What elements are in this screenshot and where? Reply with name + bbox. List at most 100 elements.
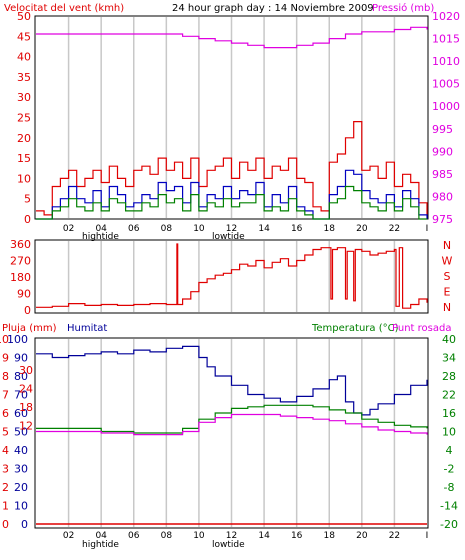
wind-tick-40: 40 [17, 51, 31, 64]
temp-tick-28: 28 [442, 370, 456, 383]
tide-low-2: lowtide [212, 540, 245, 550]
wind-tick-25: 25 [17, 112, 31, 125]
rain-xtick-06: 06 [128, 531, 140, 541]
header-center: 24 hour graph day : 14 Noviembre 2009 [172, 3, 374, 14]
pressure-tick-985: 985 [432, 168, 453, 181]
series-temperature [36, 404, 428, 434]
label-rain: Pluja (mm) [2, 323, 57, 334]
sec-tick-12: 12 [19, 419, 33, 432]
dir-tick-90: 90 [17, 288, 31, 301]
series-humidity [36, 345, 428, 416]
label-humidity: Humitat [67, 323, 107, 334]
rain-tick-4: 4 [2, 444, 9, 457]
wind-tick-15: 15 [17, 152, 31, 165]
temp-tick-34: 34 [442, 352, 456, 365]
wind-xtick-14: 14 [258, 224, 270, 234]
dir-label-4: N [443, 301, 451, 314]
pressure-tick-995: 995 [432, 123, 453, 136]
label-temperature: Temperatura (°C) [311, 323, 399, 334]
wind-xtick-16: 16 [291, 224, 303, 234]
dir-label-0: N [443, 239, 451, 252]
wind-xtick-end: I [426, 224, 429, 234]
rain-xtick-08: 08 [161, 531, 173, 541]
rain-xtick-14: 14 [258, 531, 270, 541]
rain-tick-9: 9 [2, 352, 9, 365]
series-direction [36, 243, 428, 309]
tide-high-2: hightide [82, 540, 119, 550]
temp-tick-16: 16 [442, 407, 456, 420]
pressure-tick-990: 990 [432, 145, 453, 158]
humidity-tick-30: 30 [14, 463, 28, 476]
humidity-tick-0: 0 [21, 518, 28, 531]
temp-tick--8: -8 [444, 481, 455, 494]
rain-tick-7: 7 [2, 389, 9, 402]
dir-tick-360: 360 [10, 238, 31, 251]
wind-tick-10: 10 [17, 172, 31, 185]
temp-tick-4: 4 [446, 444, 453, 457]
wind-xtick-12: 12 [226, 224, 237, 234]
series-green [36, 185, 427, 220]
temp-tick-40: 40 [442, 333, 456, 346]
rain-xtick-10: 10 [193, 531, 205, 541]
dir-tick-0: 0 [24, 304, 31, 317]
wind-panel: 0510152025303540455097598098599099510001… [17, 10, 460, 234]
humidity-tick-90: 90 [14, 352, 28, 365]
rain-panel: 0123456789100102030405060708090100-20-14… [0, 333, 458, 541]
temp-tick--20: -20 [440, 518, 458, 531]
humidity-tick-80: 80 [14, 370, 28, 383]
wind-xtick-08: 08 [161, 224, 173, 234]
humidity-tick-60: 60 [14, 407, 28, 420]
rain-tick-3: 3 [2, 463, 9, 476]
temp-tick--2: -2 [444, 463, 455, 476]
dir-tick-270: 270 [10, 255, 31, 268]
rain-tick-1: 1 [2, 500, 9, 513]
rain-tick-0: 0 [2, 518, 9, 531]
wind-tick-45: 45 [17, 30, 31, 43]
dir-label-1: W [442, 255, 453, 268]
humidity-tick-10: 10 [14, 500, 28, 513]
rain-xtick-16: 16 [291, 531, 303, 541]
wind-tick-30: 30 [17, 91, 31, 104]
rain-xtick-end: I [426, 531, 429, 541]
wind-xtick-22: 22 [389, 224, 400, 234]
temp-tick-22: 22 [442, 389, 456, 402]
sec-tick-24: 24 [19, 382, 33, 395]
pressure-tick-1000: 1000 [432, 100, 460, 113]
wind-xtick-10: 10 [193, 224, 205, 234]
rain-tick-8: 8 [2, 370, 9, 383]
temp-tick-10: 10 [442, 426, 456, 439]
pressure-tick-980: 980 [432, 190, 453, 203]
rain-tick-10: 10 [0, 333, 9, 346]
rain-tick-2: 2 [2, 481, 9, 494]
header-left: Velocitat del vent (kmh) [4, 3, 124, 14]
pressure-tick-1020: 1020 [432, 10, 460, 23]
wind-tick-50: 50 [17, 10, 31, 23]
wind-tick-35: 35 [17, 71, 31, 84]
sec-tick-30: 30 [19, 364, 33, 377]
rain-xtick-20: 20 [356, 531, 368, 541]
pressure-tick-975: 975 [432, 213, 453, 226]
dir-tick-180: 180 [10, 271, 31, 284]
rain-xtick-12: 12 [226, 531, 237, 541]
wind-xtick-04: 04 [95, 224, 107, 234]
humidity-tick-100: 100 [7, 333, 28, 346]
label-dewpoint: Punt rosada [392, 323, 451, 334]
wind-xtick-06: 06 [128, 224, 140, 234]
wind-xtick-18: 18 [324, 224, 336, 234]
header-right: Pressió (mb) [372, 2, 434, 14]
tide-high-1: hightide [82, 232, 119, 242]
rain-tick-5: 5 [2, 426, 9, 439]
wind-xtick-02: 02 [63, 224, 74, 234]
wind-tick-5: 5 [24, 193, 31, 206]
series-gust [36, 121, 428, 216]
wind-tick-20: 20 [17, 132, 31, 145]
humidity-tick-50: 50 [14, 426, 28, 439]
rain-xtick-22: 22 [389, 531, 400, 541]
series-dewpoint [36, 413, 428, 436]
humidity-tick-20: 20 [14, 481, 28, 494]
pressure-tick-1010: 1010 [432, 55, 460, 68]
humidity-tick-40: 40 [14, 444, 28, 457]
